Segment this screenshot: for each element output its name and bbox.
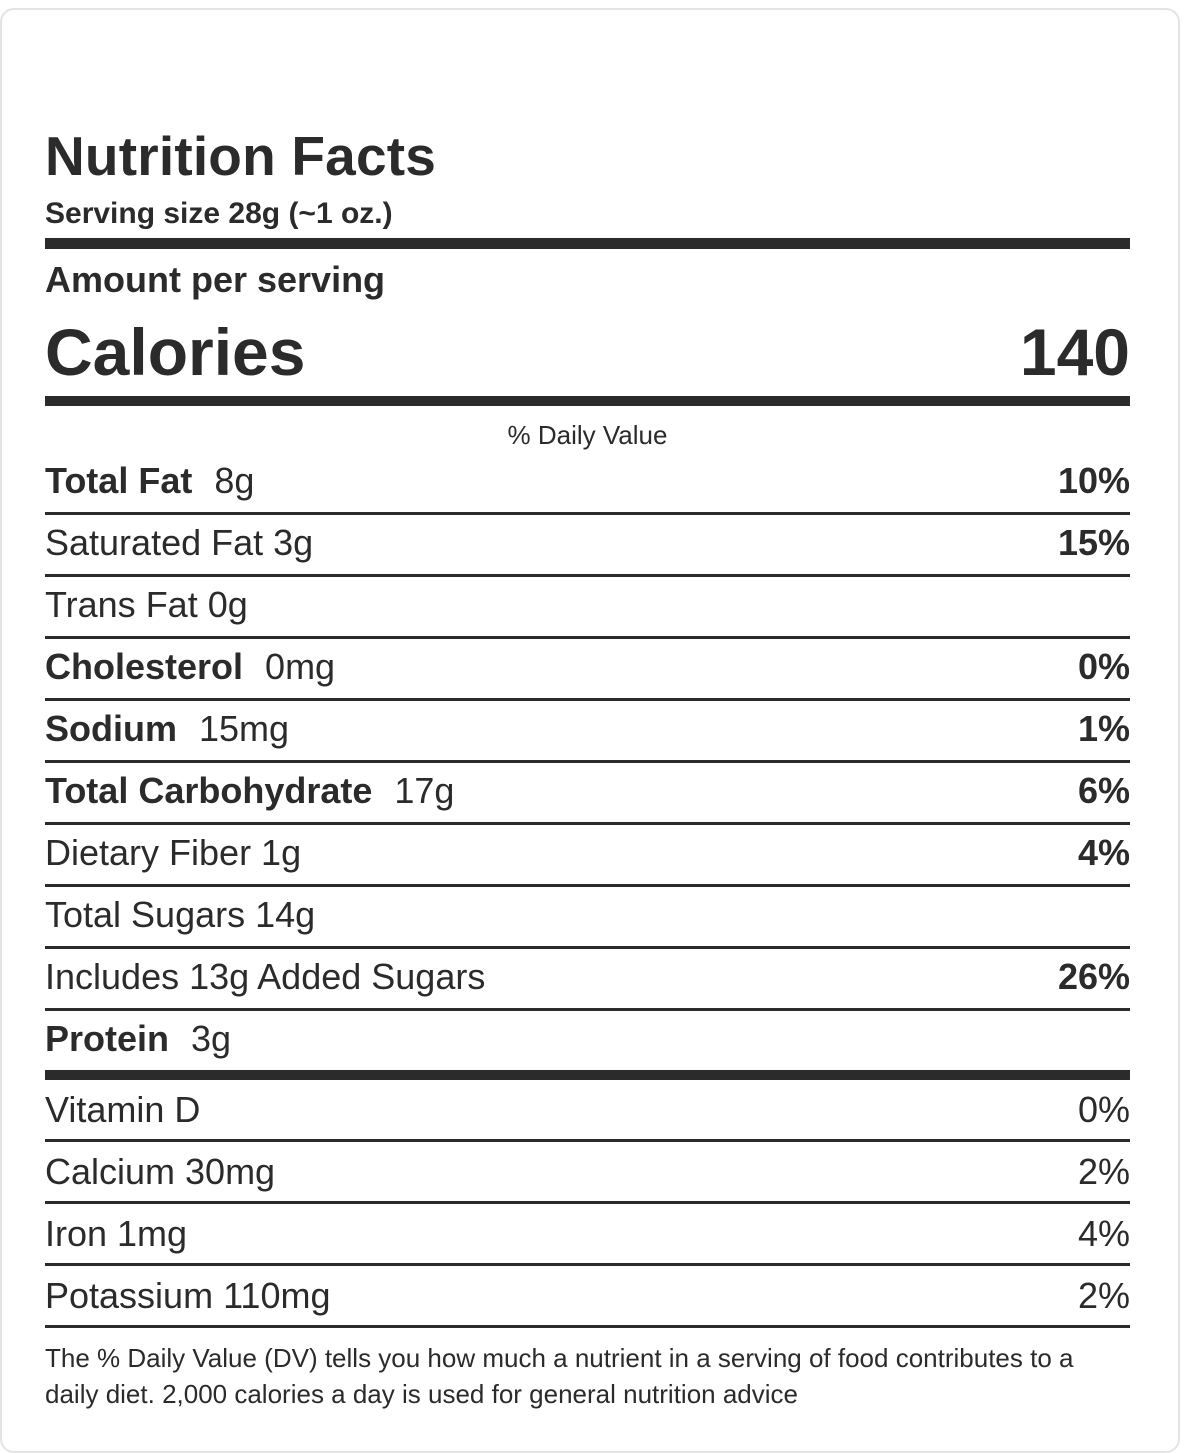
vitamin-list: Vitamin D 0% Calcium 30mg 2% Iron 1mg 4%… — [45, 1080, 1130, 1328]
nutrient-dv: 6% — [1077, 770, 1130, 811]
vitamin-dv: 2% — [1077, 1151, 1130, 1192]
vitamin-row: Calcium 30mg 2% — [45, 1142, 1130, 1204]
daily-value-header: % Daily Value — [507, 420, 668, 450]
nutrient-name: Cholesterol — [45, 646, 244, 687]
nutrient-amount: 8g — [214, 460, 255, 501]
thick-divider — [45, 396, 1130, 406]
nutrient-dv: 26% — [1057, 956, 1130, 997]
nutrient-row: Total Sugars 14g — [45, 887, 1130, 949]
nutrient-dv: 15% — [1057, 522, 1130, 563]
vitamin-dv: 2% — [1077, 1275, 1130, 1316]
vitamin-dv: 0% — [1077, 1089, 1130, 1130]
serving-size: Serving size 28g (~1 oz.) — [45, 197, 393, 230]
vitamin-row: Potassium 110mg 2% — [45, 1266, 1130, 1328]
nutrient-amount: 0mg — [265, 646, 336, 687]
nutrient-name: Protein — [45, 1018, 170, 1059]
footnote: The % Daily Value (DV) tells you how muc… — [45, 1343, 1074, 1409]
nutrient-name: Total Carbohydrate — [45, 770, 373, 811]
nutrient-amount: Includes 13g Added Sugars — [45, 956, 486, 997]
calories-value: 140 — [1019, 315, 1130, 389]
vitamin-label: Iron 1mg — [45, 1213, 188, 1254]
vitamin-row: Iron 1mg 4% — [45, 1204, 1130, 1266]
calories-row: Calories 140 — [45, 312, 1130, 392]
nutrient-name: Total Fat — [45, 460, 193, 501]
nutrient-amount: Total Sugars 14g — [45, 894, 316, 935]
nutrient-dv: 0% — [1077, 646, 1130, 687]
amount-per-serving: Amount per serving — [45, 259, 386, 300]
thick-divider — [45, 238, 1130, 249]
nutrient-dv: 1% — [1077, 708, 1130, 749]
label-title: Nutrition Facts — [45, 125, 437, 187]
nutrient-row: Trans Fat 0g — [45, 577, 1130, 639]
vitamin-row: Vitamin D 0% — [45, 1080, 1130, 1142]
nutrient-dv: 4% — [1077, 832, 1130, 873]
vitamin-dv: 4% — [1077, 1213, 1130, 1254]
nutrient-row: Dietary Fiber 1g 4% — [45, 825, 1130, 887]
nutrient-amount: 15mg — [199, 708, 290, 749]
nutrient-amount: Dietary Fiber 1g — [45, 832, 302, 873]
nutrient-list: Total Fat 8g 10% Saturated Fat 3g 15% Tra… — [45, 453, 1130, 1073]
nutrient-amount: 17g — [394, 770, 455, 811]
thick-divider — [45, 1070, 1130, 1080]
nutrient-amount: 3g — [191, 1018, 232, 1059]
nutrient-row: Sodium 15mg 1% — [45, 701, 1130, 763]
nutrient-dv: 10% — [1057, 460, 1130, 501]
calories-label: Calories — [45, 315, 306, 389]
nutrient-row: Total Fat 8g 10% — [45, 453, 1130, 515]
nutrient-amount: Saturated Fat 3g — [45, 522, 314, 563]
vitamin-label: Vitamin D — [45, 1089, 201, 1130]
nutrient-amount: Trans Fat 0g — [45, 584, 248, 625]
nutrient-name: Sodium — [45, 708, 177, 749]
nutrient-row: Includes 13g Added Sugars 26% — [45, 949, 1130, 1011]
nutrient-row: Protein 3g — [45, 1011, 1130, 1073]
nutrient-row: Saturated Fat 3g 15% — [45, 515, 1130, 577]
vitamin-label: Potassium 110mg — [45, 1275, 331, 1316]
nutrient-row: Total Carbohydrate 17g 6% — [45, 763, 1130, 825]
vitamin-label: Calcium 30mg — [45, 1151, 276, 1192]
nutrient-row: Cholesterol 0mg 0% — [45, 639, 1130, 701]
